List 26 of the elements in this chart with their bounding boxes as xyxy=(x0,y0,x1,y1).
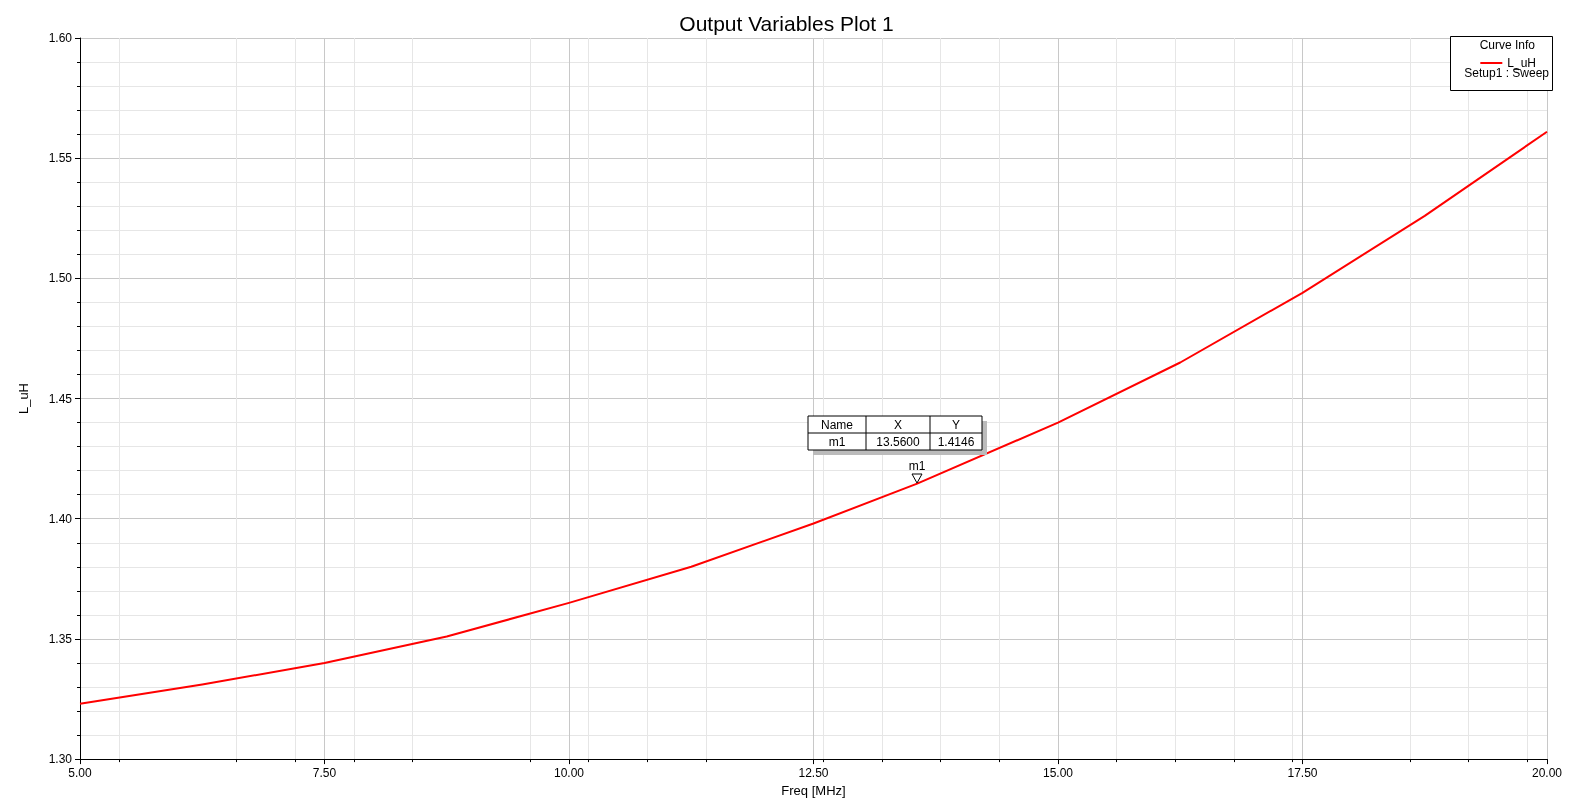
x-tick-label: 15.00 xyxy=(1042,766,1074,781)
x-tick-label: 17.50 xyxy=(1287,766,1318,781)
line-series xyxy=(79,130,1548,705)
y-axis-title: L_uH xyxy=(16,383,31,415)
x-tick-label: 5.00 xyxy=(68,766,92,781)
annotation: Y xyxy=(951,417,961,432)
chart-title: Output Variables Plot 1 xyxy=(679,12,894,35)
y-tick-label: 1.45 xyxy=(48,391,73,406)
annotation: 13.5600 xyxy=(876,434,921,449)
y-tick-label: 1.30 xyxy=(48,752,73,767)
x-tick-label: 10.00 xyxy=(553,766,585,781)
y-tick-label: 1.55 xyxy=(48,151,73,166)
x-axis-title: Freq [MHz] xyxy=(781,783,846,798)
y-tick-label: 1.40 xyxy=(48,511,73,526)
annotation: X xyxy=(893,417,903,432)
y-tick-label: 1.50 xyxy=(48,271,73,286)
annotation: Name xyxy=(820,417,854,432)
y-tick-label: 1.35 xyxy=(48,631,73,646)
x-tick-label: 20.00 xyxy=(1531,766,1563,781)
annotation: 1.4146 xyxy=(937,434,975,449)
y-tick-label: 1.60 xyxy=(48,31,73,45)
x-tick-label: 7.50 xyxy=(312,766,337,781)
annotation: m1 xyxy=(908,458,926,473)
legend-title: Curve Info xyxy=(1479,38,1536,52)
annotation: m1 xyxy=(828,434,846,449)
x-tick-label: 12.50 xyxy=(798,766,829,781)
